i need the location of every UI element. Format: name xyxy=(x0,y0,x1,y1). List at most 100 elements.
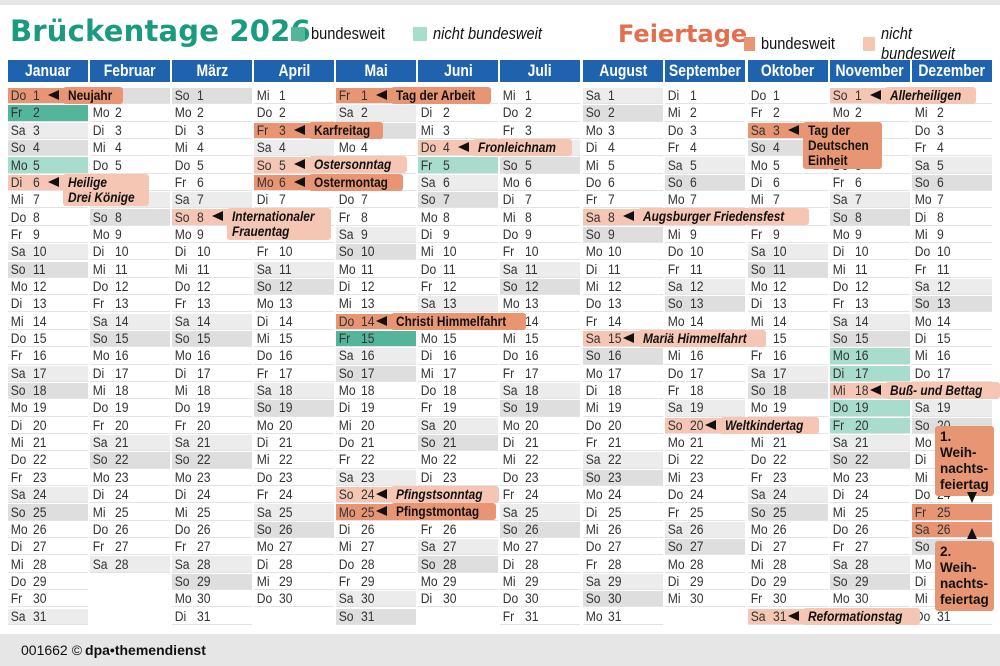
day-number: 22 xyxy=(443,452,457,468)
day-cell: Mo 27 xyxy=(254,539,334,556)
day-number: 30 xyxy=(525,591,539,607)
weekday-label: Sa xyxy=(585,452,601,468)
day-number: 31 xyxy=(33,608,47,624)
weekday-label: So xyxy=(502,400,518,416)
day-number: 9 xyxy=(773,226,780,242)
day-cell: Mo 9 xyxy=(90,227,170,244)
holiday-name: Fronleichnam xyxy=(473,139,572,157)
weekday-label: So xyxy=(750,261,766,277)
month-header: September xyxy=(665,60,745,82)
weekday-label: Sa xyxy=(10,487,26,503)
day-cell: Mo 7 xyxy=(665,192,745,209)
day-number: 5 xyxy=(279,157,286,173)
day-number: 21 xyxy=(608,435,622,451)
day-cell: So 1 xyxy=(172,88,252,105)
holiday-nicht-bundesweit-label: nicht bundesweit xyxy=(880,24,955,63)
day-number: 18 xyxy=(690,383,704,399)
day-cell: So 6 xyxy=(912,174,992,192)
holiday-name: Christi Himmelfahrt xyxy=(391,312,527,330)
day-cell: Do 21 xyxy=(336,435,416,452)
day-number: 22 xyxy=(115,452,129,468)
day-cell: Do 10 xyxy=(912,244,992,261)
day-cell: Di 23 xyxy=(418,470,498,486)
day-cell: Mo 23 xyxy=(830,470,910,486)
weekday-label: Mi xyxy=(585,521,599,537)
weekday-label: Mo xyxy=(338,140,356,156)
weekday-label: Fr xyxy=(502,487,515,503)
day-cell: Mi 2 xyxy=(912,105,992,122)
day-number: 2 xyxy=(361,105,368,121)
weekday-label: Sa xyxy=(585,209,601,225)
day-cell: Fr 9 xyxy=(8,227,88,244)
weekday-label: Mi xyxy=(502,452,516,468)
day-cell: Sa 10 xyxy=(748,244,828,261)
day-cell: Mi 11 xyxy=(172,262,252,278)
weekday-label: Di xyxy=(174,365,187,381)
day-cell: Mi 8 xyxy=(500,209,580,226)
weekday-label: Do xyxy=(420,261,437,277)
weekday-label: Sa xyxy=(92,556,108,572)
weekday-label: Fr xyxy=(832,539,845,555)
day-number: 17 xyxy=(197,365,211,381)
day-number: 26 xyxy=(525,521,539,537)
arrow-left-icon xyxy=(376,489,387,500)
weekday-label: Do xyxy=(914,487,931,503)
day-cell: Mo 15 xyxy=(418,331,498,348)
weekday-label: So xyxy=(10,383,26,399)
weekday-label: Mi xyxy=(667,348,681,364)
weekday-label: Mi xyxy=(10,192,24,208)
day-cell: Mi 27 xyxy=(336,539,416,556)
day-number: 11 xyxy=(361,261,374,277)
day-number: 11 xyxy=(279,261,292,277)
weekday-label: Do xyxy=(256,591,273,607)
weekday-label: Mo xyxy=(667,313,685,329)
day-cell: Do 29 xyxy=(748,574,828,591)
day-cell: Di 18 xyxy=(583,383,663,400)
day-cell: So 7 xyxy=(418,192,498,209)
day-number: 21 xyxy=(115,435,129,451)
weekday-label: Sa xyxy=(174,192,190,208)
weekday-label: Mi xyxy=(502,209,516,225)
day-cell: So 10 xyxy=(336,244,416,261)
day-cell: Fr 29 xyxy=(336,574,416,591)
day-number: 21 xyxy=(443,435,457,451)
day-cell: Fr 2 xyxy=(748,105,828,122)
day-cell: Sa 21 xyxy=(172,435,252,452)
weekday-label: Mo xyxy=(832,469,850,485)
day-cell: So 5 xyxy=(500,157,580,174)
day-number: 15 xyxy=(115,331,129,347)
day-cell: Fr 24 xyxy=(254,487,334,504)
day-cell: Do 27 xyxy=(583,539,663,556)
weekday-label: Do xyxy=(10,209,27,225)
day-number: 4 xyxy=(279,140,286,156)
day-number: 25 xyxy=(608,504,622,520)
day-number: 16 xyxy=(33,348,47,364)
weekday-label: Do xyxy=(174,157,191,173)
day-number: 30 xyxy=(773,591,787,607)
weekday-label: So xyxy=(338,365,354,381)
weekday-label: Sa xyxy=(914,521,930,537)
holiday-label: Heilige Drei Könige xyxy=(48,173,149,206)
day-cell: Fr 10 xyxy=(254,244,334,261)
month-name: Oktober xyxy=(761,61,815,80)
weekday-label: So xyxy=(585,348,601,364)
day-number: 16 xyxy=(525,348,539,364)
weekday-label: Do xyxy=(174,521,191,537)
day-cell: Do 15 xyxy=(8,331,88,348)
day-number: 8 xyxy=(937,209,944,225)
day-cell: Sa 22 xyxy=(583,452,663,469)
weekday-label: Mo xyxy=(174,469,192,485)
weekday-label: Do xyxy=(585,174,602,190)
weekday-label: Sa xyxy=(914,278,930,294)
day-number: 4 xyxy=(443,140,450,156)
weekday-label: Fr xyxy=(914,261,927,277)
day-number: 10 xyxy=(115,244,129,260)
day-number: 7 xyxy=(773,192,780,208)
weekday-label: Mi xyxy=(256,573,270,589)
day-cell: Fr 17 xyxy=(254,366,334,382)
weekday-label: Do xyxy=(174,400,191,416)
weekday-label: Mi xyxy=(10,313,24,329)
day-number: 28 xyxy=(361,556,375,572)
day-cell: Mi 15 xyxy=(254,331,334,348)
day-cell: So 15 xyxy=(830,330,910,348)
